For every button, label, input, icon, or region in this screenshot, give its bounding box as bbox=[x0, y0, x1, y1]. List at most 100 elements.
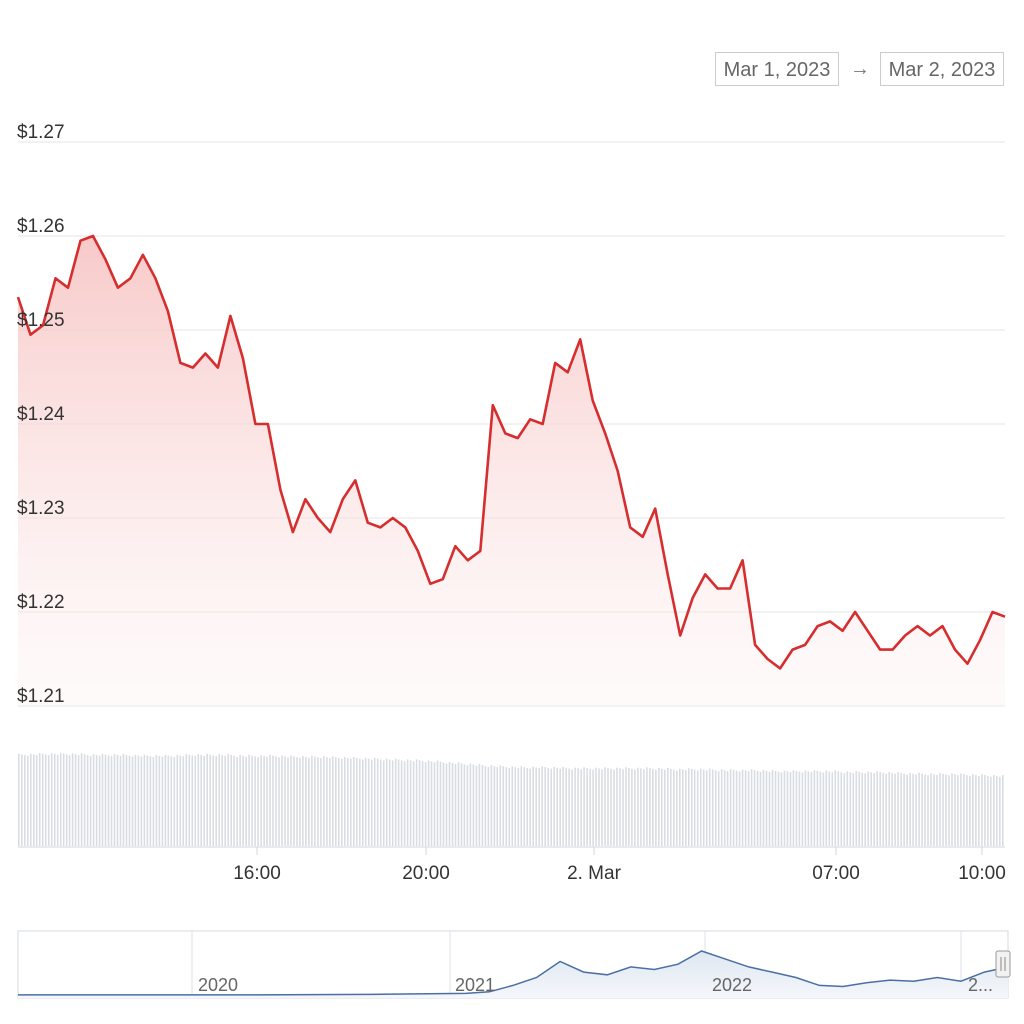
volume-bar bbox=[616, 767, 618, 846]
volume-bar bbox=[909, 772, 911, 846]
volume-bar bbox=[655, 769, 657, 846]
volume-bar bbox=[200, 755, 202, 846]
volume-bar bbox=[903, 773, 905, 846]
volume-bar bbox=[74, 754, 77, 846]
volume-bar bbox=[930, 773, 932, 846]
volume-bar bbox=[86, 755, 89, 846]
volume-bar bbox=[556, 767, 558, 846]
volume-bar bbox=[445, 763, 448, 846]
volume-bar bbox=[586, 768, 588, 846]
volume-bar bbox=[149, 756, 152, 846]
volume-bar bbox=[664, 769, 666, 846]
volume-bar bbox=[613, 769, 615, 846]
volume-bar bbox=[762, 770, 765, 846]
volume-bar bbox=[305, 756, 307, 846]
volume-bar bbox=[350, 758, 352, 846]
volume-bar bbox=[972, 774, 974, 846]
date-range-from-input[interactable]: Mar 1, 2023 bbox=[715, 52, 839, 86]
volume-bar bbox=[379, 759, 382, 846]
volume-bar bbox=[822, 772, 825, 846]
navigator-area bbox=[18, 951, 1008, 998]
volume-bar bbox=[56, 754, 59, 846]
volume-bar bbox=[897, 771, 899, 846]
volume-bar bbox=[777, 771, 780, 846]
volume-bar bbox=[77, 755, 80, 846]
volume-bar bbox=[65, 754, 68, 846]
date-range-to-input[interactable]: Mar 2, 2023 bbox=[880, 52, 1004, 86]
volume-bar bbox=[242, 755, 244, 846]
x-tick-label: 16:00 bbox=[233, 863, 281, 884]
price-line bbox=[16, 234, 1006, 670]
volume-bar bbox=[370, 759, 373, 846]
volume-bar bbox=[592, 769, 594, 846]
volume-bar bbox=[628, 768, 630, 846]
volume-bar bbox=[335, 757, 337, 846]
volume-bar bbox=[421, 761, 424, 846]
volume-bar bbox=[224, 755, 226, 846]
volume-bar bbox=[418, 760, 421, 846]
volume-bar bbox=[846, 771, 849, 846]
volume-bar bbox=[885, 773, 887, 846]
volume-bar bbox=[529, 768, 531, 846]
volume-bar bbox=[735, 770, 738, 846]
volume-bar bbox=[732, 770, 735, 846]
volume-bar bbox=[332, 756, 334, 846]
volume-bar bbox=[813, 770, 816, 846]
volume-bar bbox=[915, 774, 917, 846]
volume-bar bbox=[526, 767, 529, 846]
volume-bar bbox=[98, 755, 101, 846]
volume-bar bbox=[559, 768, 561, 846]
volume-bar bbox=[954, 774, 956, 846]
volume-bar bbox=[876, 771, 878, 846]
volume-bar bbox=[682, 769, 684, 846]
volume-bar bbox=[747, 771, 750, 846]
volume-bar bbox=[610, 768, 612, 846]
volume-bar bbox=[810, 772, 813, 846]
volume-bar bbox=[92, 754, 95, 846]
volume-bar bbox=[708, 768, 711, 846]
navigator-line bbox=[18, 950, 1009, 996]
volume-bar bbox=[511, 766, 514, 846]
volume-bar bbox=[260, 755, 262, 846]
volume-bar bbox=[999, 776, 1001, 846]
volume-bar bbox=[466, 765, 469, 846]
navigator-handle[interactable] bbox=[995, 950, 1011, 978]
volume-bar bbox=[394, 758, 397, 846]
volume-bar bbox=[338, 758, 340, 846]
volume-bar bbox=[604, 767, 606, 846]
volume-bar bbox=[957, 775, 959, 846]
volume-bar bbox=[714, 770, 717, 846]
navigator[interactable]: 2020 2021 2022 2... bbox=[17, 930, 1011, 999]
volume-bar bbox=[308, 757, 310, 846]
volume-bar bbox=[33, 754, 35, 846]
volume-bar bbox=[266, 756, 268, 846]
volume-bar bbox=[125, 754, 128, 846]
volume-bar bbox=[146, 755, 149, 846]
volume-bar bbox=[951, 773, 953, 846]
y-tick-label: $1.25 bbox=[17, 310, 65, 331]
volume-bar bbox=[406, 759, 409, 846]
volume-bar bbox=[532, 766, 534, 846]
volume-bar bbox=[1002, 775, 1004, 846]
volume-bar bbox=[391, 760, 394, 846]
volume-bar bbox=[284, 756, 286, 846]
volume-bar bbox=[720, 769, 723, 846]
volume-bar bbox=[278, 757, 280, 846]
volume-bar bbox=[780, 772, 783, 846]
volume-bar bbox=[158, 756, 161, 846]
volume-bar bbox=[906, 774, 908, 846]
volume-bar bbox=[858, 771, 860, 846]
volume-bar bbox=[786, 771, 789, 846]
volume-bar bbox=[478, 763, 481, 846]
volume-bar bbox=[218, 754, 220, 846]
range-arrow-icon: → bbox=[850, 58, 870, 80]
volume-bar bbox=[107, 755, 110, 846]
volume-bar bbox=[852, 773, 855, 846]
volume-bar bbox=[362, 759, 364, 846]
volume-bar bbox=[619, 768, 621, 846]
volume-bar bbox=[400, 760, 403, 846]
volume-bar bbox=[176, 754, 179, 846]
x-tick-label: 20:00 bbox=[402, 863, 450, 884]
volume-bar bbox=[652, 768, 654, 846]
volume-bar bbox=[792, 770, 795, 846]
